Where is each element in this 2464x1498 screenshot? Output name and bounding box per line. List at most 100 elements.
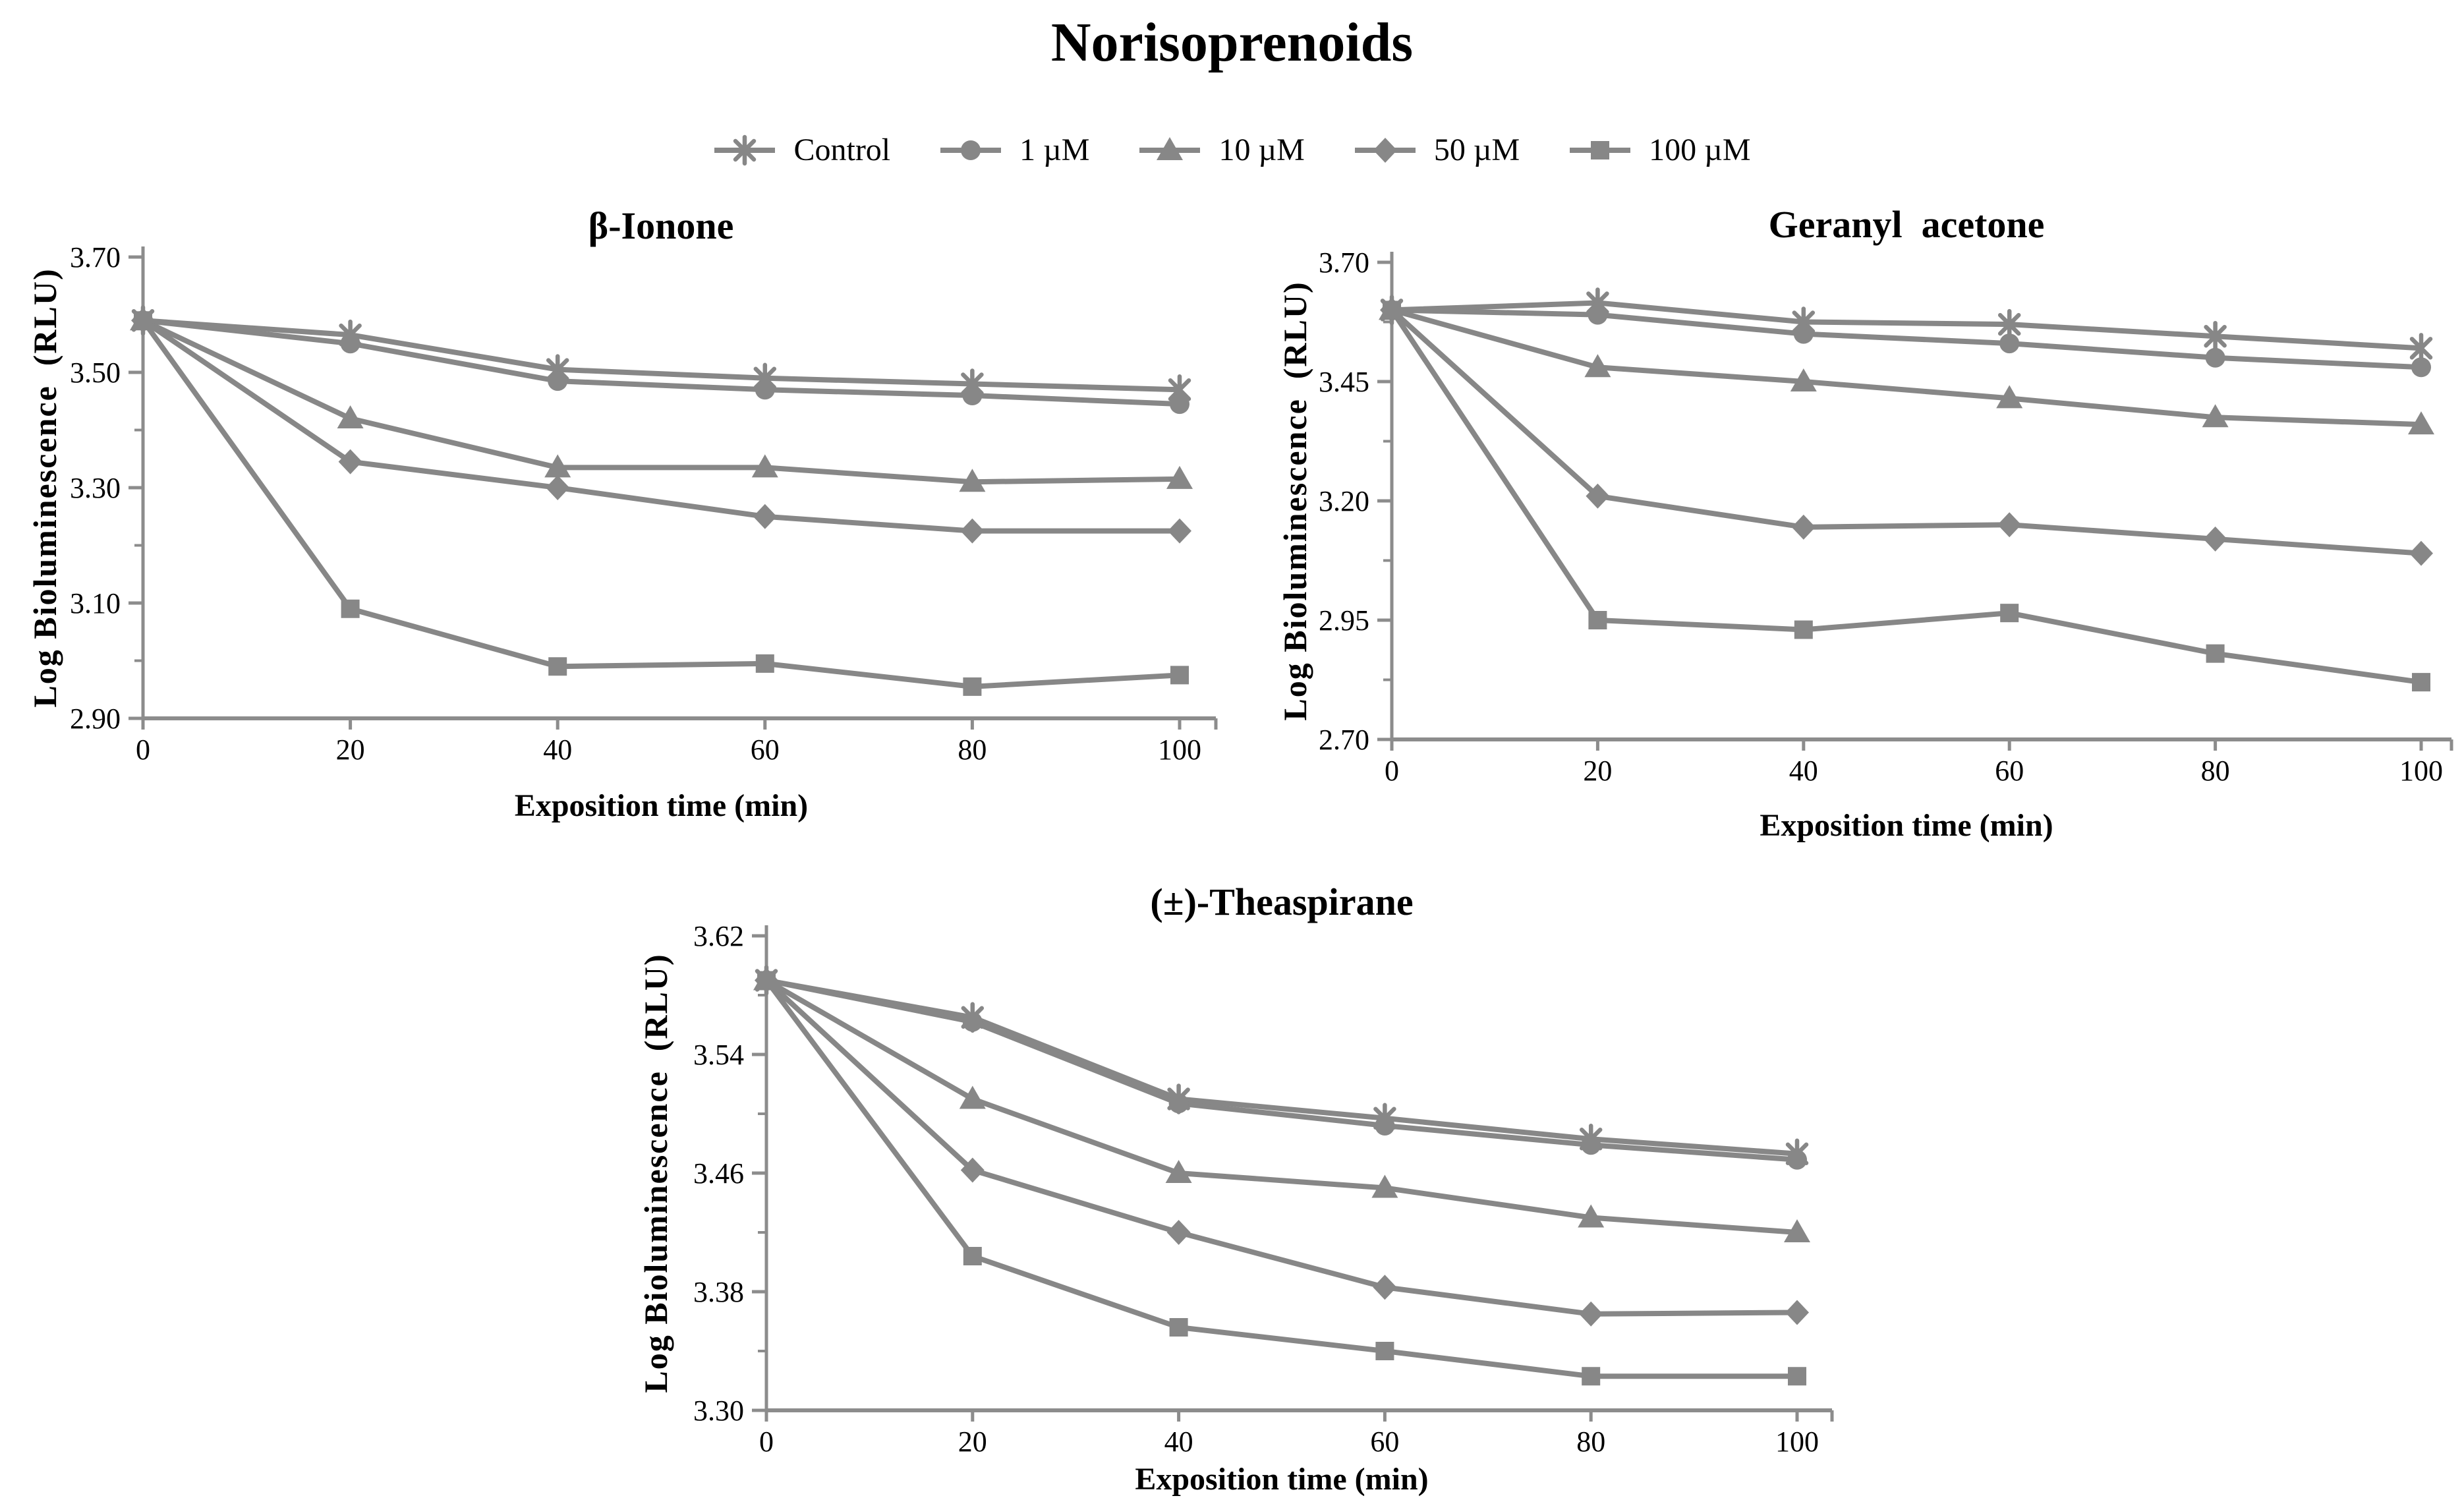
triangle-marker xyxy=(2408,411,2434,435)
asterisk-icon xyxy=(714,134,776,166)
chart-title: β-Ionone xyxy=(588,204,734,247)
legend-label: 50 µM xyxy=(1433,132,1520,167)
legend: Control 1 µM 10 µM 50 µM 100 µM xyxy=(0,132,2464,169)
series-lines xyxy=(140,318,1182,689)
diamond-marker xyxy=(1997,512,2022,538)
chart-title: Geranyl acetone xyxy=(1769,203,2045,246)
square-marker xyxy=(755,654,774,673)
x-tick-label: 0 xyxy=(759,1426,774,1458)
diamond-marker xyxy=(1373,1275,1397,1300)
triangle-marker xyxy=(1166,465,1193,489)
x-tick-label: 0 xyxy=(136,734,150,766)
asterisk-marker xyxy=(2204,320,2227,352)
y-tick-label: 2.95 xyxy=(1319,604,1369,637)
series-line-50-um xyxy=(764,977,1800,1317)
series-line-10-um xyxy=(1389,307,2424,428)
x-tick-label: 80 xyxy=(958,734,987,766)
chart-theaspirane: 3.30 3.38 3.46 3.54 3.62 0 20 40 60 80 100 (±)-Thea… xyxy=(637,880,1834,1497)
square-marker xyxy=(963,1247,982,1265)
square-marker xyxy=(963,677,982,696)
axes: 3.30 3.38 3.46 3.54 3.62 0 20 40 60 80 100 xyxy=(693,920,1834,1458)
x-tick-label: 40 xyxy=(1789,755,1818,787)
circle-marker xyxy=(962,386,983,405)
square-marker xyxy=(757,971,776,990)
diamond-marker xyxy=(2409,540,2433,566)
square-marker xyxy=(1788,1367,1806,1386)
y-tick-label: 3.50 xyxy=(70,357,121,389)
y-tick-label: 3.54 xyxy=(693,1039,744,1071)
triangle-marker xyxy=(751,454,778,478)
y-tick-label: 3.20 xyxy=(1319,485,1369,517)
x-tick-label: 60 xyxy=(751,734,780,766)
diamond-marker xyxy=(1373,138,1397,163)
triangle-marker xyxy=(1578,1204,1605,1228)
series-line-1-um xyxy=(1389,307,2424,370)
x-tick-label: 20 xyxy=(336,734,365,766)
legend-item-10-um: 10 µM xyxy=(1138,132,1305,169)
y-axis-title: Log Bioluminescence (RLU) xyxy=(1276,281,1313,720)
series-line-10-um xyxy=(140,318,1182,485)
x-tick-label: 80 xyxy=(2201,755,2230,787)
y-axis-title: Log Bioluminescence (RLU) xyxy=(637,953,674,1393)
axes: 2.70 2.95 3.20 3.45 3.70 0 20 40 60 80 100 xyxy=(1319,246,2453,787)
diamond-icon xyxy=(1354,138,1416,163)
series-markers-10-um xyxy=(1379,297,2434,435)
legend-label: Control xyxy=(793,132,891,167)
square-marker xyxy=(341,599,360,618)
series-line-control xyxy=(140,318,1182,393)
x-tick-label: 40 xyxy=(543,734,572,766)
y-tick-label: 3.30 xyxy=(70,472,121,504)
chart-title: (±)-Theaspirane xyxy=(1150,880,1413,923)
diamond-marker xyxy=(960,1157,985,1183)
diamond-marker xyxy=(1168,518,1191,544)
diamond-marker xyxy=(1579,1301,1603,1327)
series-markers-100-um xyxy=(134,311,1189,696)
series-line-100-um xyxy=(140,318,1182,689)
triangle-marker xyxy=(1165,1160,1192,1183)
triangle-marker xyxy=(2202,404,2229,428)
y-tick-label: 3.62 xyxy=(693,920,744,952)
circle-marker xyxy=(1793,324,1814,344)
x-tick-label: 100 xyxy=(1158,734,1201,766)
square-marker xyxy=(2412,673,2430,692)
square-marker xyxy=(1169,1318,1188,1337)
square-icon xyxy=(1570,141,1631,159)
asterisk-marker xyxy=(733,134,757,166)
square-marker xyxy=(1794,620,1813,639)
x-tick-label: 20 xyxy=(1583,755,1612,787)
square-marker xyxy=(1383,301,1401,320)
square-marker xyxy=(134,311,152,330)
square-marker xyxy=(1591,141,1610,159)
circle-marker xyxy=(2205,347,2225,368)
diamond-marker xyxy=(1166,1220,1191,1245)
series-line-100-um xyxy=(1389,307,2424,685)
circle-marker xyxy=(1375,1116,1395,1136)
circle-marker xyxy=(1170,394,1189,415)
diamond-marker xyxy=(338,449,362,475)
y-tick-label: 3.70 xyxy=(1319,246,1369,279)
circle-icon xyxy=(940,140,1002,160)
y-tick-label: 3.70 xyxy=(70,241,121,274)
series-line-control xyxy=(1389,300,2424,351)
square-marker xyxy=(1170,666,1189,685)
y-tick-label: 2.90 xyxy=(70,703,121,735)
x-tick-label: 40 xyxy=(1164,1426,1193,1458)
diamond-marker xyxy=(1785,1300,1809,1325)
series-markers-1-um xyxy=(757,970,1807,1170)
triangle-marker xyxy=(1784,1219,1810,1242)
series-line-control xyxy=(764,977,1800,1157)
series-line-100-um xyxy=(764,977,1800,1379)
triangle-marker xyxy=(1157,137,1184,160)
triangle-icon xyxy=(1139,137,1201,160)
circle-marker xyxy=(1999,333,2020,354)
circle-marker xyxy=(1588,304,1608,325)
asterisk-marker xyxy=(2409,333,2433,364)
y-tick-label: 3.38 xyxy=(693,1276,744,1308)
legend-label: 10 µM xyxy=(1218,132,1305,167)
x-tick-label: 100 xyxy=(2399,755,2443,787)
square-marker xyxy=(1588,611,1607,629)
diamond-marker xyxy=(546,475,570,500)
series-line-10-um xyxy=(764,977,1800,1235)
circle-marker xyxy=(1581,1135,1601,1155)
